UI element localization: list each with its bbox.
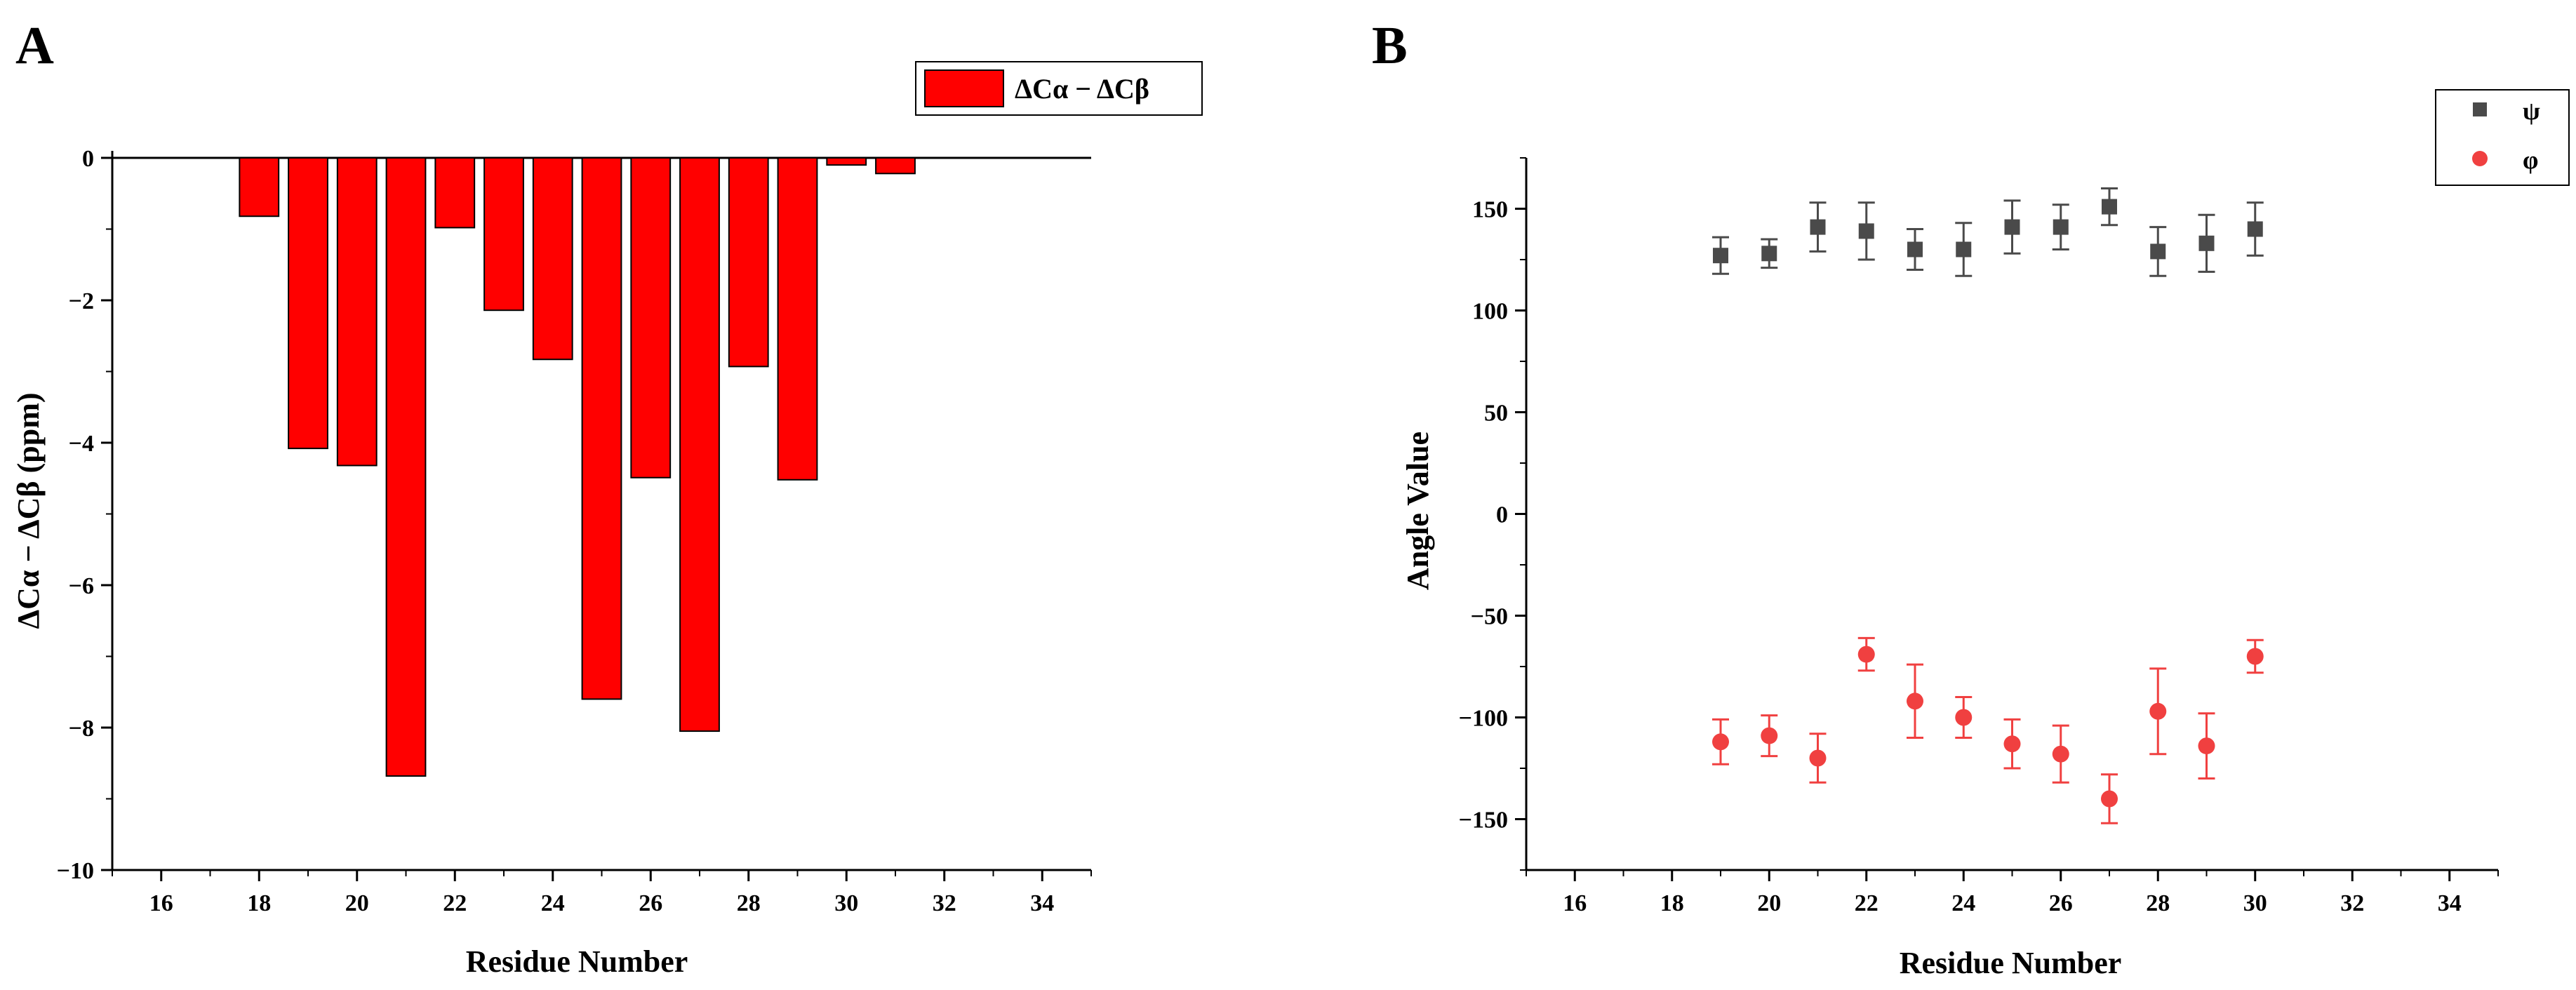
panel-b-x-tick-label: 32 (2340, 890, 2364, 916)
panel-b-phi-point (2246, 648, 2264, 665)
panel-a-axes: 16 18 20 22 24 26 28 30 32 34 0 −2 −4 −6 −8 −10 (57, 146, 1092, 916)
panel-b-x-tick-label: 22 (1855, 890, 1878, 916)
panel-a-x-axis-title: Residue Number (466, 944, 688, 979)
panel-b-psi-point (1858, 223, 1874, 239)
panel-b-phi-point (2101, 790, 2118, 808)
panel-b-phi-point (1712, 733, 1729, 751)
panel-b-phi-point (2003, 735, 2021, 753)
panel-b-phi-point (2198, 737, 2215, 755)
panel-a-legend: ΔCα − ΔCβ (915, 61, 1203, 116)
panel-a-bar (777, 157, 818, 481)
panel-a-bar (239, 157, 280, 218)
panel-b-x-tick-label: 30 (2243, 890, 2267, 916)
panel-b-psi-point (2150, 243, 2166, 260)
panel-a-bar (581, 157, 622, 700)
panel-a-bar (336, 157, 378, 467)
panel-a-bar (483, 157, 524, 312)
panel-b-y-tick-label: 0 (1496, 502, 1508, 528)
panel-a-x-tick-label: 26 (639, 890, 662, 916)
panel-b-legend-phi-marker (2472, 151, 2488, 166)
panel-a-y-tick-label: −8 (69, 716, 94, 742)
panel-b-legend: ψ φ (2435, 89, 2570, 186)
panel-b-y-tick-label: 100 (1472, 299, 1508, 325)
panel-b-y-tick-label: 150 (1472, 197, 1508, 223)
panel-a-x-tick-label: 24 (541, 890, 565, 916)
panel-b-x-tick-label: 34 (2438, 890, 2462, 916)
panel-a-x-tick-label: 34 (1030, 890, 1054, 916)
panel-a-bar (385, 157, 427, 777)
panel-b-psi-point (1956, 241, 1972, 257)
panel-b-y-tick-label: −150 (1459, 808, 1508, 834)
panel-b-psi-point (2102, 199, 2117, 215)
panel-a-x-tick-label: 30 (834, 890, 858, 916)
panel-b-psi-point (2004, 219, 2020, 235)
panel-a-x-tick-label: 16 (149, 890, 173, 916)
panel-a-x-tick-label: 20 (345, 890, 369, 916)
panel-a-y-tick-label: 0 (82, 146, 94, 172)
panel-b-phi-point (2149, 702, 2167, 720)
panel-a-y-axis-title: ΔCα − ΔCβ (ppm) (11, 392, 46, 629)
panel-b-legend-psi-label: ψ (2523, 97, 2540, 125)
panel-b-psi-point (1761, 246, 1777, 262)
panel-b-psi-point (2198, 235, 2215, 251)
panel-b-x-tick-label: 20 (1757, 890, 1781, 916)
panel-a-x-tick-label: 28 (737, 890, 761, 916)
panel-b-phi-point (1907, 693, 1923, 710)
panel-b-psi-point (1810, 219, 1826, 235)
panel-b-psi-point (2247, 221, 2263, 237)
panel-a-bar (826, 157, 867, 166)
panel-b-y-tick-label: 50 (1484, 401, 1508, 427)
panel-b-legend-psi-marker (2473, 102, 2487, 116)
panel-b-legend-box (2435, 89, 2570, 186)
panel-b-x-tick-label: 16 (1563, 890, 1587, 916)
panel-b-x-axis-title: Residue Number (1900, 946, 2122, 980)
panel-a-bar (288, 157, 328, 450)
panel-a-bar (532, 157, 573, 361)
panel-a-y-tick-label: −6 (69, 573, 94, 599)
panel-b-phi-point (2052, 745, 2069, 763)
panel-a-bar (434, 157, 476, 229)
panel-a-bar (679, 157, 720, 733)
panel-b-legend-phi-label: φ (2523, 146, 2538, 174)
panel-a-bar (630, 157, 672, 479)
panel-b-points (1712, 187, 2264, 824)
panel-b-y-axis-title: Angle Value (1401, 432, 1435, 590)
panel-b-y-tick-label: −100 (1459, 706, 1508, 732)
panel-a-bar (875, 157, 916, 175)
panel-b-axes: 16 18 20 22 24 26 28 30 32 34 150 100 50 0 −50 −100 −150 (1459, 157, 2499, 916)
panel-b-phi-point (1857, 645, 1875, 663)
panel-b-phi-point (1761, 727, 1778, 744)
panel-a-y-tick-label: −10 (57, 858, 94, 884)
panel-b-x-tick-label: 18 (1660, 890, 1684, 916)
panel-a-bars (239, 157, 916, 777)
panel-b-phi-point (1809, 749, 1827, 767)
panel-b-letter: B (1372, 16, 1408, 75)
panel-b-y-tick-label: −50 (1471, 604, 1508, 630)
panel-a-x-tick-label: 32 (933, 890, 956, 916)
panel-a-y-tick-label: −4 (69, 431, 94, 457)
panel-a-bar (728, 157, 769, 368)
panel-a-legend-label: ΔCα − ΔCβ (1015, 73, 1149, 105)
panel-b-phi-point (1955, 709, 1973, 726)
panel-a-letter: A (15, 16, 54, 75)
panel-b-x-tick-label: 26 (2049, 890, 2073, 916)
panel-b-x-tick-label: 28 (2146, 890, 2170, 916)
panel-a-x-tick-label: 22 (443, 890, 467, 916)
panel-a-legend-swatch (924, 69, 1004, 107)
panel-b-psi-point (1907, 241, 1923, 257)
panel-b-psi-point (2053, 219, 2069, 235)
panel-b-x-tick-label: 24 (1951, 890, 1975, 916)
panel-a-x-tick-label: 18 (247, 890, 271, 916)
panel-a-y-tick-label: −2 (69, 288, 94, 314)
panel-b-psi-point (1713, 248, 1728, 264)
